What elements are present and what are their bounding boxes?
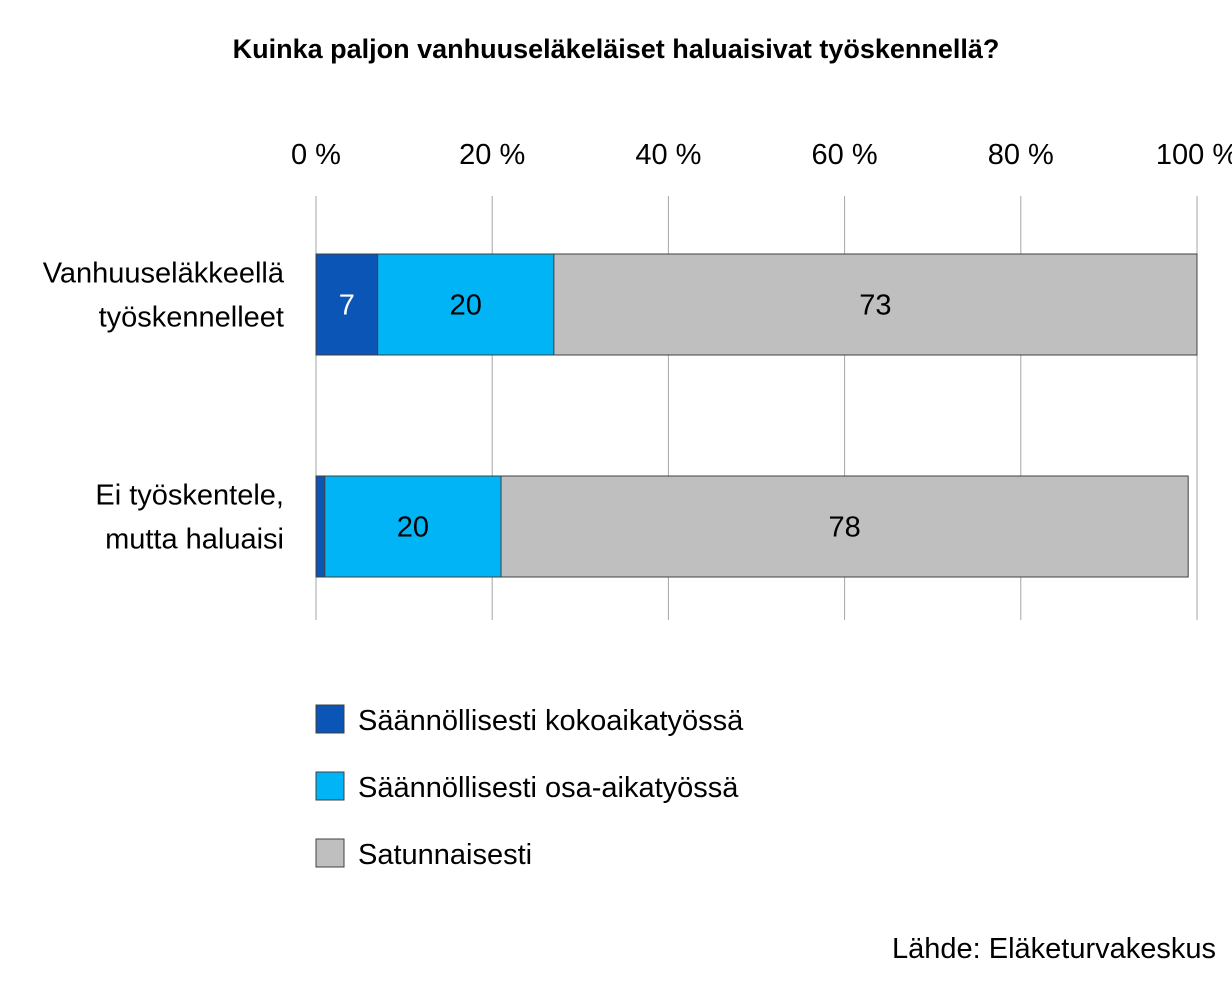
category-label: Vanhuuseläkkeellä [43, 258, 285, 290]
x-tick-label: 60 % [812, 139, 878, 171]
x-axis-ticks: 0 % 20 % 40 % 60 % 80 % 100 % [291, 139, 1232, 171]
x-tick-label: 100 % [1156, 139, 1232, 171]
bar-segment [553, 253, 1198, 356]
data-label: 7 [339, 290, 355, 322]
bar-segment [500, 475, 1189, 578]
category-label: Ei työskentele, [95, 480, 284, 512]
chart-title: Kuinka paljon vanhuuseläkeläiset haluais… [233, 34, 1000, 64]
category-label: mutta haluaisi [105, 524, 284, 556]
data-label: 20 [397, 512, 429, 544]
data-label: 20 [450, 290, 482, 322]
legend-swatch [315, 838, 345, 868]
x-tick-label: 40 % [635, 139, 701, 171]
legend-label: Satunnaisesti [358, 839, 532, 871]
source-note: Lähde: Eläketurvakeskus [892, 933, 1216, 965]
legend: Säännöllisesti kokoaikatyössä Säännöllise… [315, 704, 744, 871]
data-label: 73 [859, 290, 891, 322]
legend-swatch [315, 704, 345, 734]
bar-segment [315, 253, 379, 356]
data-label: 78 [828, 512, 860, 544]
category-label: työskennelleet [99, 302, 284, 334]
category-labels: Vanhuuseläkkeellä työskennelleet Ei työske… [43, 258, 285, 556]
legend-label: Säännöllisesti osa-aikatyössä [358, 772, 739, 804]
x-tick-label: 20 % [459, 139, 525, 171]
bar-segment [324, 475, 502, 578]
bar-segment [315, 475, 326, 578]
legend-label: Säännöllisesti kokoaikatyössä [358, 705, 744, 737]
x-tick-label: 0 % [291, 139, 341, 171]
bars: 7 20 73 20 78 [315, 253, 1198, 578]
legend-swatch [315, 771, 345, 801]
x-tick-label: 80 % [988, 139, 1054, 171]
